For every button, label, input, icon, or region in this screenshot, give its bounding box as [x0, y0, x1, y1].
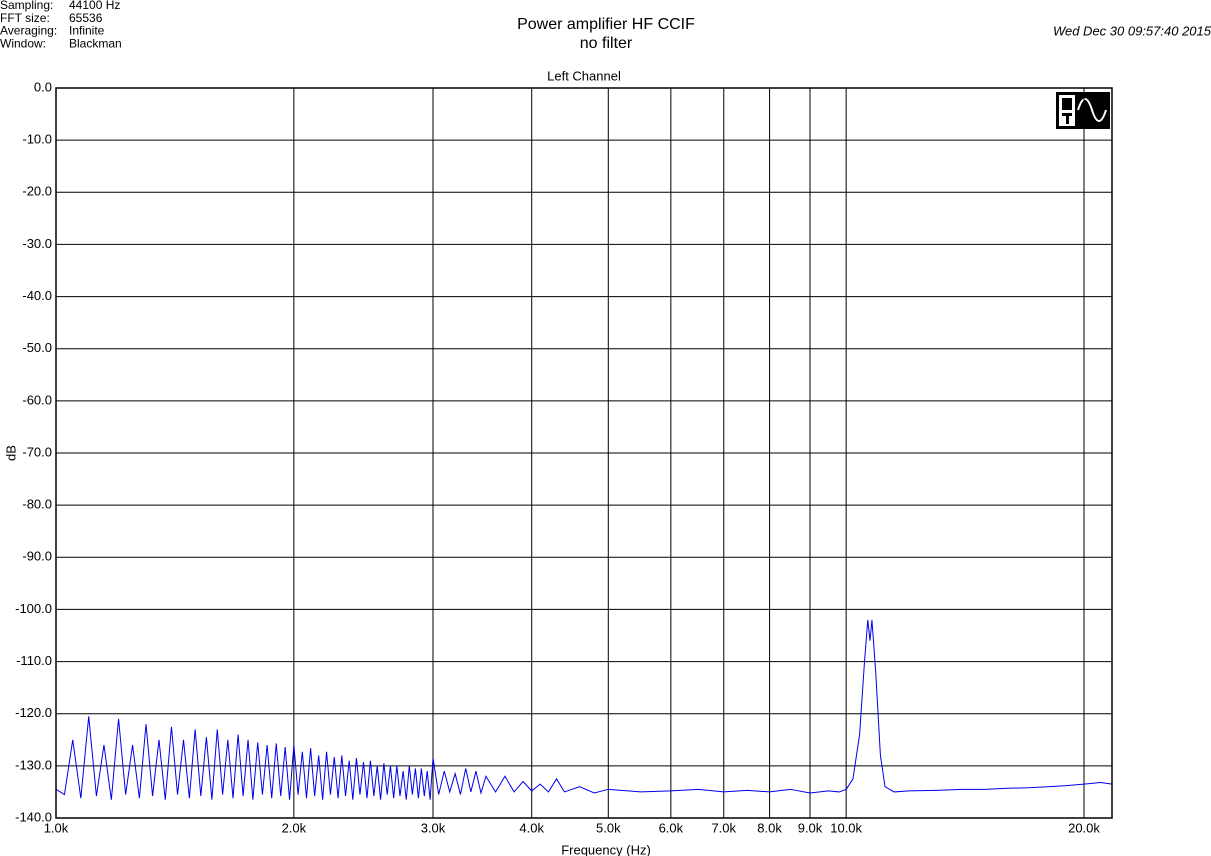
- info-label: Sampling:: [0, 0, 53, 12]
- spectrum-line: [55, 619, 1113, 800]
- x-tick-label: 7.0k: [711, 820, 736, 835]
- x-tick-label: 4.0k: [519, 820, 544, 835]
- info-value: Infinite: [69, 24, 105, 38]
- info-value: 44100 Hz: [69, 0, 120, 12]
- y-tick-label: -60.0: [22, 392, 52, 407]
- x-tick-label: 3.0k: [421, 820, 446, 835]
- x-tick-label: 20.0k: [1068, 820, 1100, 835]
- y-tick-label: -40.0: [22, 288, 52, 303]
- y-tick-label: -10.0: [22, 132, 52, 147]
- y-tick-label: 0.0: [34, 79, 52, 94]
- x-tick-label: 5.0k: [596, 820, 621, 835]
- x-tick-label: 9.0k: [798, 820, 823, 835]
- chart-title: Power amplifier HF CCIF: [517, 16, 695, 33]
- info-value: 65536: [69, 11, 103, 25]
- x-tick-label: 8.0k: [757, 820, 782, 835]
- y-tick-label: -140.0: [15, 809, 52, 824]
- timestamp: Wed Dec 30 09:57:40 2015: [1053, 23, 1211, 38]
- x-tick-label: 10.0k: [830, 820, 862, 835]
- y-tick-label: -90.0: [22, 549, 52, 564]
- info-value: Blackman: [69, 36, 122, 50]
- plot-frame: [55, 87, 1113, 819]
- x-axis-label: Frequency (Hz): [561, 842, 651, 856]
- y-tick-label: -70.0: [22, 444, 52, 459]
- chart-subtitle: no filter: [580, 35, 633, 52]
- y-tick-label: -80.0: [22, 497, 52, 512]
- y-tick-label: -50.0: [22, 340, 52, 355]
- info-label: Averaging:: [0, 24, 57, 38]
- logo: [1056, 92, 1110, 129]
- x-tick-label: 6.0k: [659, 820, 684, 835]
- y-axis-label: dB: [3, 445, 18, 461]
- y-tick-label: -130.0: [15, 757, 52, 772]
- y-tick-label: -100.0: [15, 601, 52, 616]
- y-tick-label: -110.0: [16, 653, 52, 668]
- y-tick-label: -30.0: [22, 236, 52, 251]
- x-tick-label: 1.0k: [44, 820, 69, 835]
- info-label: Window:: [0, 36, 46, 50]
- plot-title: Left Channel: [547, 68, 621, 83]
- y-tick-label: -20.0: [22, 184, 52, 199]
- x-tick-label: 2.0k: [282, 820, 307, 835]
- info-label: FFT size:: [0, 11, 50, 25]
- y-tick-label: -120.0: [15, 705, 52, 720]
